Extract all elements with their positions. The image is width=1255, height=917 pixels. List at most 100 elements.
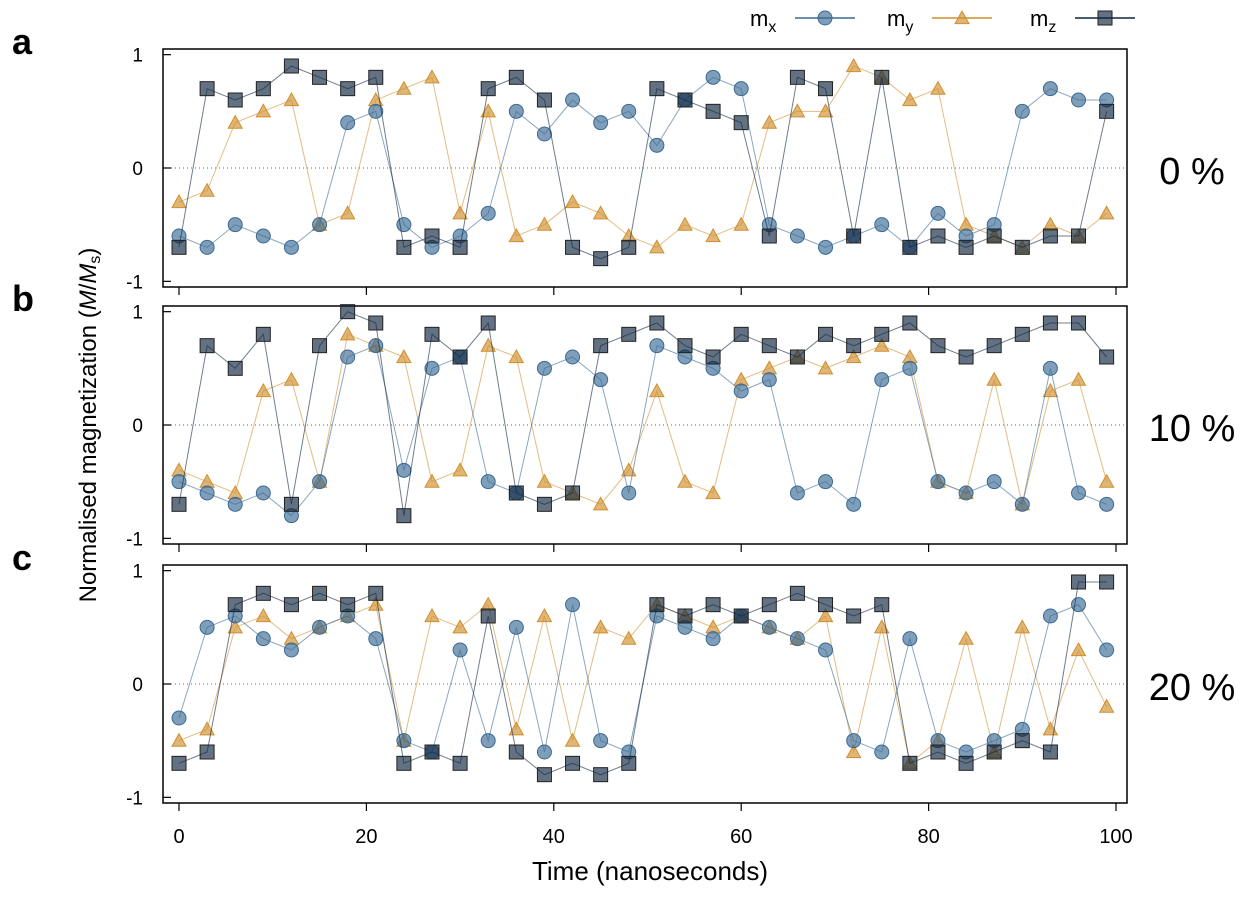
data-point-mz: [536, 496, 552, 512]
data-point-mz: [1071, 228, 1087, 244]
data-point-mz: [255, 326, 271, 342]
data-point-mx: [340, 115, 356, 131]
data-point-mx: [255, 228, 271, 244]
data-point-mx: [565, 597, 581, 613]
data-point-mx: [1071, 92, 1087, 108]
data-point-mx: [1099, 642, 1115, 658]
data-point-mx: [452, 642, 468, 658]
data-point-mx: [312, 474, 328, 490]
data-point-mx: [789, 228, 805, 244]
data-point-mx: [958, 485, 974, 501]
data-point-mz: [733, 608, 749, 624]
data-point-mz: [283, 597, 299, 613]
data-point-mz: [846, 338, 862, 354]
x-tick-label: 80: [917, 826, 939, 848]
panel-side-label: 0 %: [1159, 151, 1224, 193]
y-tick-label: -1: [126, 529, 143, 550]
data-point-mz: [705, 349, 721, 365]
data-point-mx: [818, 642, 834, 658]
data-point-mx: [986, 474, 1002, 490]
data-point-mx: [1099, 496, 1115, 512]
data-point-mz: [761, 597, 777, 613]
data-point-mx: [424, 360, 440, 376]
data-point-mz: [424, 326, 440, 342]
data-point-mz: [1071, 315, 1087, 331]
data-point-mx: [1014, 103, 1030, 119]
panel-c: 1 0 -1 0 20 40 60 80 100 c 20 %: [12, 537, 1235, 848]
data-point-mz: [733, 326, 749, 342]
data-point-mx: [480, 474, 496, 490]
series-mz: [171, 58, 1115, 267]
y-tick-label: -1: [126, 272, 143, 293]
data-point-mx: [789, 631, 805, 647]
data-point-my: [508, 348, 525, 364]
data-point-mx: [1014, 496, 1030, 512]
data-point-mz: [508, 485, 524, 501]
data-point-mz: [621, 326, 637, 342]
data-point-mx: [733, 383, 749, 399]
series-line-mz: [178, 581, 1107, 776]
series-line-mx: [178, 344, 1107, 517]
data-point-mz: [1099, 103, 1115, 119]
series-my: [171, 57, 1115, 254]
data-point-mx: [705, 631, 721, 647]
data-point-mz: [480, 608, 496, 624]
data-point-mz: [930, 338, 946, 354]
data-point-my: [845, 743, 862, 759]
data-point-my: [592, 619, 609, 634]
data-point-my: [396, 80, 412, 95]
data-point-mz: [480, 315, 496, 331]
data-point-mx: [874, 217, 890, 233]
data-point-mz: [649, 597, 665, 613]
data-point-mz: [1042, 315, 1058, 331]
data-point-my: [845, 57, 862, 73]
data-point-mz: [593, 767, 609, 783]
data-point-mx: [1042, 608, 1058, 624]
data-point-mz: [733, 115, 749, 131]
data-point-my: [677, 473, 693, 488]
data-point-mz: [565, 239, 581, 255]
legend-label-y: my: [887, 6, 913, 36]
data-point-mx: [902, 360, 918, 376]
x-tick-label: 20: [355, 826, 377, 848]
data-point-mz: [255, 585, 271, 601]
data-point-mz: [227, 597, 243, 613]
data-point-mz: [368, 585, 384, 601]
legend-marker-y: [954, 9, 970, 25]
data-point-my: [1042, 216, 1059, 231]
data-point-mz: [958, 239, 974, 255]
data-point-mz: [424, 744, 440, 760]
data-point-my: [817, 607, 834, 623]
data-point-my: [227, 114, 244, 129]
data-point-my: [367, 596, 384, 611]
data-point-my: [873, 337, 890, 352]
y-tick-label: 0: [132, 416, 143, 437]
data-point-mx: [733, 81, 749, 97]
data-point-mz: [1071, 574, 1087, 590]
data-point-my: [733, 216, 750, 231]
data-point-my: [592, 205, 609, 220]
data-point-mx: [593, 115, 609, 131]
data-point-mz: [1099, 574, 1115, 590]
data-point-mx: [930, 205, 946, 221]
data-point-my: [339, 205, 356, 220]
panel-letter: a: [12, 21, 33, 62]
panel-letter: b: [12, 278, 34, 319]
data-point-mz: [340, 304, 356, 320]
y-tick-label: 0: [132, 675, 143, 696]
series-line-my: [178, 65, 1107, 248]
data-point-mz: [986, 228, 1002, 244]
data-point-mz: [255, 81, 271, 97]
data-point-mz: [818, 326, 834, 342]
data-point-mx: [199, 619, 215, 635]
data-point-mz: [283, 58, 299, 74]
data-point-mx: [283, 239, 299, 255]
data-point-mz: [902, 755, 918, 771]
data-point-mz: [227, 360, 243, 376]
series-mz: [171, 574, 1115, 783]
data-point-mx: [902, 631, 918, 647]
data-point-mx: [930, 474, 946, 490]
x-tick-label: 100: [1099, 826, 1132, 848]
data-point-mz: [452, 755, 468, 771]
data-point-mz: [171, 239, 187, 255]
